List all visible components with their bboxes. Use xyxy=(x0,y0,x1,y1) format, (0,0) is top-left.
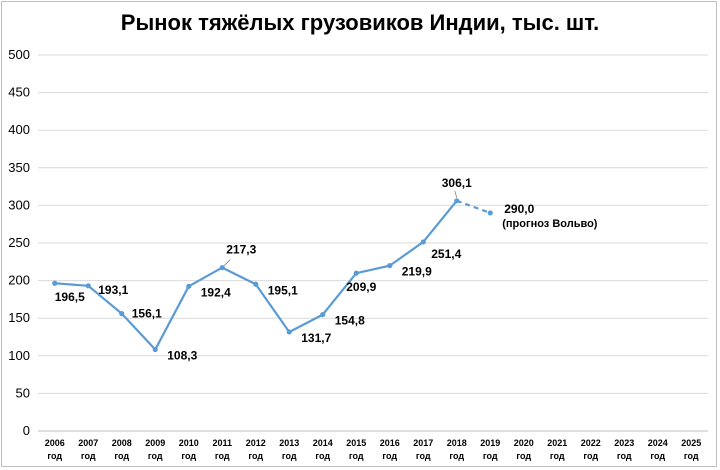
data-point xyxy=(353,270,359,276)
data-label: 195,1 xyxy=(268,283,298,297)
series-line-forecast xyxy=(456,199,491,214)
data-label: 219,9 xyxy=(402,265,432,279)
data-label: 209,9 xyxy=(346,280,376,294)
x-tick-label: 2025 xyxy=(681,438,701,448)
chart-title: Рынок тяжёлых грузовиков Индии, тыс. шт. xyxy=(120,10,600,35)
data-label: 196,5 xyxy=(55,290,85,304)
y-tick-label: 150 xyxy=(8,310,30,325)
data-point xyxy=(253,281,259,287)
x-tick-label-unit: год xyxy=(516,451,531,461)
x-tick-label: 2007 xyxy=(78,438,98,448)
data-point xyxy=(119,311,125,317)
x-tick-label: 2011 xyxy=(212,438,232,448)
x-tick-label-unit: год xyxy=(449,451,464,461)
x-tick-label-unit: год xyxy=(483,451,498,461)
x-tick-label: 2016 xyxy=(380,438,400,448)
x-tick-label-unit: год xyxy=(550,451,565,461)
x-tick-label: 2021 xyxy=(547,438,567,448)
data-labels: 196,5 193,1 156,1 108,3 192,4 217,3 195,1 131,7… xyxy=(55,176,598,363)
data-point xyxy=(320,311,326,318)
x-tick-label: 2018 xyxy=(447,438,467,448)
x-tick-label: 2010 xyxy=(179,438,199,448)
data-point xyxy=(52,280,58,286)
data-label: 192,4 xyxy=(201,285,231,299)
x-tick-label-unit: год xyxy=(416,451,431,461)
data-point xyxy=(487,210,493,216)
x-tick-label: 2015 xyxy=(346,438,366,448)
y-tick-label: 200 xyxy=(8,273,30,288)
x-tick-label-unit: год xyxy=(81,451,96,461)
label-leader-line xyxy=(223,259,231,266)
data-label: 193,1 xyxy=(98,283,128,297)
x-tick-label-unit: год xyxy=(215,451,230,461)
data-point xyxy=(286,329,292,335)
data-point xyxy=(454,198,460,204)
data-label: 108,3 xyxy=(167,349,197,363)
y-tick-label: 400 xyxy=(8,122,30,137)
x-tick-label-unit: год xyxy=(47,451,62,461)
data-point xyxy=(420,239,426,245)
x-tick-label: 2019 xyxy=(480,438,500,448)
data-point xyxy=(85,283,91,289)
y-tick-label: 100 xyxy=(8,348,30,363)
series-line-actual xyxy=(54,200,458,351)
x-tick-label-unit: год xyxy=(684,451,699,461)
x-tick-labels: 2006 год 2007 год 2008 год 2009 год 2010 год 2011 г… xyxy=(45,438,702,461)
data-label: 290,0 xyxy=(504,202,534,216)
y-tick-label: 300 xyxy=(8,197,30,212)
x-tick-label-unit: год xyxy=(650,451,665,461)
x-tick-label-unit: год xyxy=(148,451,163,461)
x-tick-label: 2017 xyxy=(413,438,433,448)
x-tick-label-unit: год xyxy=(617,451,632,461)
label-leader-line xyxy=(454,190,458,198)
x-tick-label-unit: год xyxy=(349,451,364,461)
x-tick-label: 2024 xyxy=(648,438,668,448)
forecast-note: (прогноз Вольво) xyxy=(502,218,598,230)
gridlines xyxy=(38,54,708,432)
x-tick-label: 2022 xyxy=(581,438,601,448)
x-tick-label: 2006 xyxy=(45,438,65,448)
data-point xyxy=(219,264,225,271)
x-tick-label-unit: год xyxy=(315,451,330,461)
y-tick-labels: 0 50 100 150 200 250 300 350 400 450 500 xyxy=(8,47,30,438)
data-label: 217,3 xyxy=(226,243,256,257)
y-tick-label: 450 xyxy=(8,85,30,100)
data-point xyxy=(152,346,158,353)
x-tick-label: 2012 xyxy=(246,438,266,448)
data-points xyxy=(52,198,493,353)
x-tick-label: 2009 xyxy=(145,438,165,448)
x-tick-label-unit: год xyxy=(248,451,263,461)
x-tick-label: 2013 xyxy=(279,438,299,448)
x-tick-label: 2014 xyxy=(313,438,333,448)
x-tick-label-unit: год xyxy=(282,451,297,461)
data-label: 251,4 xyxy=(431,247,461,261)
x-tick-label-unit: год xyxy=(114,451,129,461)
data-label: 131,7 xyxy=(301,331,331,345)
data-label: 156,1 xyxy=(132,307,162,321)
data-point xyxy=(186,283,192,289)
x-tick-label-unit: год xyxy=(181,451,196,461)
y-tick-label: 50 xyxy=(16,385,30,400)
data-label: 306,1 xyxy=(442,176,472,190)
y-tick-label: 250 xyxy=(8,235,30,250)
y-tick-label: 350 xyxy=(8,160,30,175)
y-tick-label: 0 xyxy=(23,423,30,438)
x-tick-label: 2023 xyxy=(614,438,634,448)
data-point xyxy=(387,263,393,269)
x-tick-label-unit: год xyxy=(382,451,397,461)
y-tick-label: 500 xyxy=(8,47,30,62)
x-tick-label-unit: год xyxy=(583,451,598,461)
x-tick-label: 2020 xyxy=(514,438,534,448)
x-tick-label: 2008 xyxy=(112,438,132,448)
data-label: 154,8 xyxy=(335,314,365,328)
